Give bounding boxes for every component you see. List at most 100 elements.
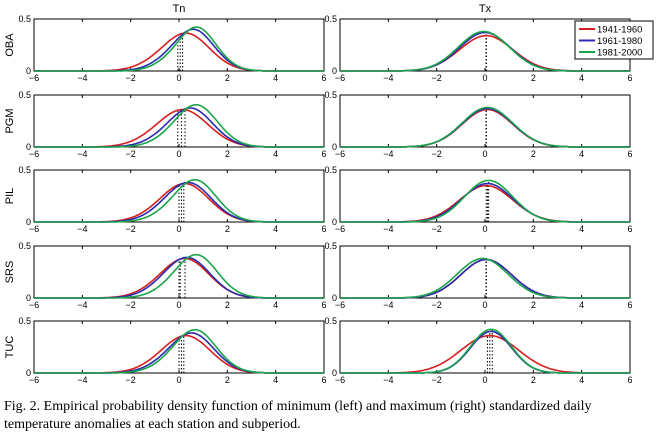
y-tick-label: 0: [26, 217, 31, 227]
x-tick-label: −6: [335, 300, 345, 310]
panel-pgm-tx: −6 −4 −2 0 2 4 600.5: [324, 90, 632, 159]
x-tick-label: 2: [225, 224, 230, 234]
x-tick-label: −6: [29, 73, 39, 83]
x-tick-label: 0: [176, 73, 181, 83]
x-tick-label: −4: [383, 73, 393, 83]
x-tick-label: 4: [579, 300, 584, 310]
y-tick-label: 0.5: [18, 241, 31, 251]
x-tick-label: 6: [627, 224, 632, 234]
x-tick-label: 6: [321, 375, 326, 385]
series-line-1981-2000: [34, 253, 324, 299]
x-tick-label: 2: [531, 149, 536, 159]
series-line-1981-2000: [34, 328, 324, 374]
x-tick-label: 4: [273, 224, 278, 234]
x-tick-label: 6: [627, 149, 632, 159]
x-tick-label: 0: [482, 224, 487, 234]
panel-pil-tx: −6 −4 −2 0 2 4 600.5: [324, 165, 632, 234]
panel-srs-tx: −6 −4 −2 0 2 4 600.5: [324, 241, 632, 310]
x-tick-label: 4: [579, 149, 584, 159]
y-tick-label: 0.5: [324, 165, 337, 175]
x-tick-label: 6: [321, 300, 326, 310]
x-tick-label: −4: [77, 149, 87, 159]
x-tick-label: −2: [126, 73, 136, 83]
x-tick-label: 2: [225, 149, 230, 159]
station-label-pgm: PGM: [4, 108, 16, 133]
x-tick-label: 0: [176, 149, 181, 159]
x-tick-label: −2: [126, 224, 136, 234]
x-tick-label: −4: [383, 149, 393, 159]
panel-frame: [339, 169, 631, 223]
station-label-pil: PIL: [4, 188, 16, 205]
x-tick-label: 6: [627, 73, 632, 83]
panel-frame: [33, 18, 325, 72]
x-tick-label: −2: [126, 375, 136, 385]
y-tick-label: 0: [26, 293, 31, 303]
panel-frame: [339, 94, 631, 148]
x-tick-label: −6: [29, 375, 39, 385]
panel-frame: [33, 94, 325, 148]
series-line-1981-2000: [340, 30, 630, 72]
x-tick-label: 2: [225, 73, 230, 83]
x-tick-label: −6: [335, 73, 345, 83]
panel-frame: [339, 245, 631, 299]
y-tick-label: 0.5: [18, 316, 31, 326]
x-tick-label: 6: [627, 300, 632, 310]
x-tick-label: −6: [29, 224, 39, 234]
y-tick-label: 0: [26, 142, 31, 152]
x-tick-label: 4: [273, 149, 278, 159]
y-tick-label: 0: [332, 217, 337, 227]
x-tick-label: −2: [126, 149, 136, 159]
x-tick-label: −6: [335, 375, 345, 385]
x-tick-label: 0: [176, 375, 181, 385]
legend-label-1981-2000: 1981-2000: [597, 48, 642, 59]
station-label-tuc: TUC: [4, 336, 16, 359]
x-tick-label: −6: [335, 149, 345, 159]
panel-pil-tn: −6 −4 −2 0 2 4 6 0 0.5 PIL: [4, 165, 327, 234]
x-tick-label: 2: [531, 224, 536, 234]
x-tick-label: 6: [321, 224, 326, 234]
x-tick-label: 2: [531, 300, 536, 310]
x-tick-label: −4: [383, 224, 393, 234]
column-header-tn: Tn: [173, 3, 186, 15]
x-tick-label: 2: [531, 73, 536, 83]
x-tick-label: 6: [627, 375, 632, 385]
x-tick-label: −6: [29, 149, 39, 159]
x-tick-label: 0: [482, 149, 487, 159]
x-tick-label: 0: [176, 300, 181, 310]
column-header-tx: Tx: [479, 3, 492, 15]
y-tick-label: 0: [332, 142, 337, 152]
series-line-1981-2000: [340, 179, 630, 223]
series-line-1981-2000: [340, 106, 630, 148]
x-tick-label: 0: [176, 224, 181, 234]
x-tick-label: 6: [321, 149, 326, 159]
legend-label-1941-1960: 1941-1960: [597, 25, 642, 36]
x-tick-label: 4: [579, 375, 584, 385]
y-tick-label: 0.5: [18, 14, 31, 24]
x-tick-label: −2: [126, 300, 136, 310]
x-tick-label: 4: [579, 224, 584, 234]
x-tick-label: −4: [77, 224, 87, 234]
panel-frame: [339, 320, 631, 374]
x-tick-label: 4: [579, 73, 584, 83]
y-tick-label: 0.5: [324, 90, 337, 100]
series-line-1981-2000: [34, 104, 324, 148]
x-tick-label: −6: [335, 224, 345, 234]
y-tick-label: 0: [26, 368, 31, 378]
x-tick-label: −4: [77, 73, 87, 83]
x-tick-label: 4: [273, 375, 278, 385]
legend-label-1961-1980: 1961-1980: [597, 36, 642, 47]
x-tick-label: 2: [225, 375, 230, 385]
x-tick-label: 0: [482, 73, 487, 83]
series-line-1981-2000: [34, 26, 324, 72]
x-tick-label: −2: [432, 224, 442, 234]
series-line-1981-2000: [340, 257, 630, 299]
x-tick-label: −4: [77, 375, 87, 385]
x-tick-label: −2: [432, 149, 442, 159]
x-tick-label: 2: [531, 375, 536, 385]
x-tick-label: −4: [383, 300, 393, 310]
x-tick-label: 2: [225, 300, 230, 310]
